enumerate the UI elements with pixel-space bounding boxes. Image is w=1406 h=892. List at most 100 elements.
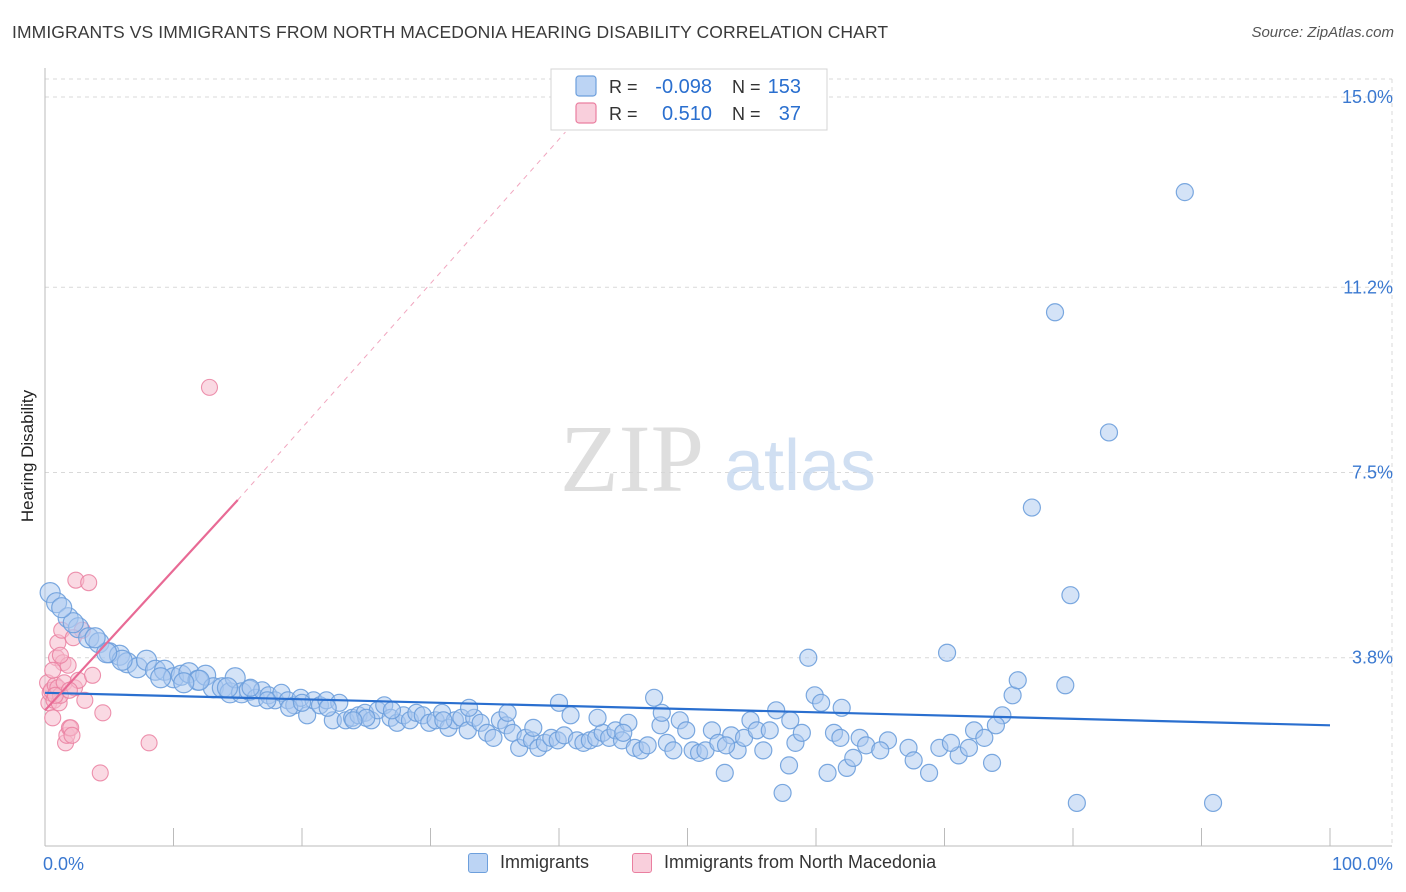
immigrants-point-89 (664, 741, 683, 760)
immigrants-point-132 (1008, 671, 1027, 690)
immigrants-point-143 (498, 703, 517, 722)
immigrants-point-113 (818, 763, 837, 783)
immigrants-point-136 (1061, 586, 1080, 605)
macedonia-point-30 (44, 661, 62, 679)
macedonia-point-26 (80, 574, 98, 592)
immigrants-point-155 (716, 736, 736, 755)
immigrants-point-91 (677, 721, 696, 740)
legend-label-immigrants: Immigrants (500, 852, 590, 872)
macedonia-point-4 (44, 709, 62, 727)
legend-swatch-north-macedonia (575, 102, 597, 124)
macedonia-point-25 (76, 691, 94, 709)
macedonia-trendline (44, 499, 239, 712)
y-tick-label-2: 11.2% (1343, 277, 1393, 297)
immigrants-point-148 (588, 708, 607, 727)
immigrants-trendline (44, 691, 1331, 727)
series-legend: Immigrants Immigrants from North Macedon… (0, 850, 1406, 880)
immigrants-point-138 (1175, 183, 1194, 202)
immigrants-point-126 (959, 738, 979, 757)
legend-swatch-pink (632, 852, 652, 873)
immigrants-point-156 (781, 711, 800, 730)
legend-item-north-macedonia: Immigrants from North Macedonia (632, 852, 936, 873)
immigrants-point-144 (652, 703, 671, 722)
immigrants-point-165 (84, 627, 106, 649)
immigrants-point-149 (318, 698, 337, 717)
immigrants-point-135 (1056, 676, 1075, 695)
immigrants-point-133 (1022, 498, 1041, 517)
immigrants-point-158 (941, 733, 961, 752)
x-tick-label-1: 100.0% (1332, 854, 1393, 874)
immigrants-point-110 (799, 648, 818, 667)
macedonia-point-29 (94, 704, 112, 722)
legend-r-value-1: -0.098 (655, 76, 712, 98)
immigrants-point-159 (986, 716, 1006, 735)
legend-r-value-2: 0.510 (662, 103, 712, 125)
legend-r-label-2: R = (609, 104, 638, 124)
north-macedonia-points (39, 378, 219, 782)
immigrants-point-122 (904, 751, 923, 770)
immigrants-point-134 (1045, 303, 1065, 322)
legend-item-immigrants: Immigrants (468, 852, 589, 873)
watermark-zip: ZIP (560, 405, 704, 512)
source-credit: Source: ZipAtlas.com (1251, 24, 1394, 41)
y-tick-label-0: 3.8% (1352, 648, 1393, 668)
legend-n-label-2: N = (732, 104, 761, 124)
immigrants-point-123 (919, 763, 939, 783)
immigrants-point-103 (754, 741, 773, 760)
macedonia-point-36 (200, 378, 219, 396)
immigrants-point-162 (150, 667, 172, 689)
immigrants-point-167 (51, 597, 73, 619)
macedonia-point-20 (63, 726, 81, 744)
macedonia-trendline-extension (237, 131, 566, 501)
immigrants-point-141 (1203, 793, 1223, 813)
macedonia-point-28 (91, 764, 109, 782)
immigrants-point-172 (344, 711, 363, 730)
watermark-atlas: atlas (724, 426, 876, 506)
legend-n-value-1: 153 (768, 76, 801, 98)
immigrants-point-117 (844, 748, 863, 767)
immigrants-point-154 (614, 723, 633, 742)
trendlines (44, 131, 1331, 727)
immigrants-point-86 (644, 688, 664, 707)
y-tick-label-3: 15.0% (1342, 87, 1393, 107)
immigrants-point-140 (937, 643, 957, 662)
legend-n-label-1: N = (732, 77, 761, 97)
immigrants-point-129 (982, 753, 1002, 772)
macedonia-point-32 (51, 646, 69, 664)
immigrants-point-169 (216, 677, 239, 699)
immigrants-point-107 (779, 756, 799, 775)
immigrants-point-112 (812, 693, 831, 712)
legend-n-value-2: 37 (779, 103, 801, 125)
x-tick-label-0: 0.0% (43, 854, 84, 874)
legend-swatch-immigrants (575, 75, 597, 97)
immigrants-point-146 (459, 698, 479, 717)
immigrants-point-115 (831, 728, 850, 747)
immigrants-point-160 (241, 678, 260, 697)
immigrants-point-153 (524, 718, 543, 737)
immigrants-point-170 (258, 691, 277, 710)
legend-r-label-1: R = (609, 77, 638, 97)
immigrants-point-142 (549, 693, 569, 712)
immigrants-point-152 (434, 711, 453, 730)
legend-label-north-macedonia: Immigrants from North Macedonia (664, 852, 937, 872)
immigrants-point-166 (62, 612, 84, 634)
immigrants-point-97 (715, 763, 734, 783)
immigrants-point-128 (975, 728, 994, 747)
immigrants-point-61 (484, 728, 503, 747)
immigrants-point-171 (292, 693, 312, 712)
immigrants-points (39, 183, 1223, 813)
immigrants-point-85 (638, 736, 657, 755)
immigrants-point-106 (773, 783, 792, 803)
legend-swatch-blue (468, 852, 488, 873)
y-tick-label-1: 7.5% (1352, 463, 1393, 483)
correlation-legend: R = -0.098 N = 153 R = 0.510 N = 37 (550, 68, 828, 131)
immigrants-point-137 (1099, 423, 1119, 442)
chart-title: IMMIGRANTS VS IMMIGRANTS FROM NORTH MACE… (12, 22, 889, 42)
immigrants-point-157 (871, 741, 890, 760)
macedonia-point-27 (83, 666, 102, 684)
watermark: ZIP atlas (560, 405, 876, 512)
macedonia-point-31 (46, 686, 64, 704)
immigrants-point-109 (792, 723, 811, 742)
immigrants-point-104 (760, 721, 779, 740)
